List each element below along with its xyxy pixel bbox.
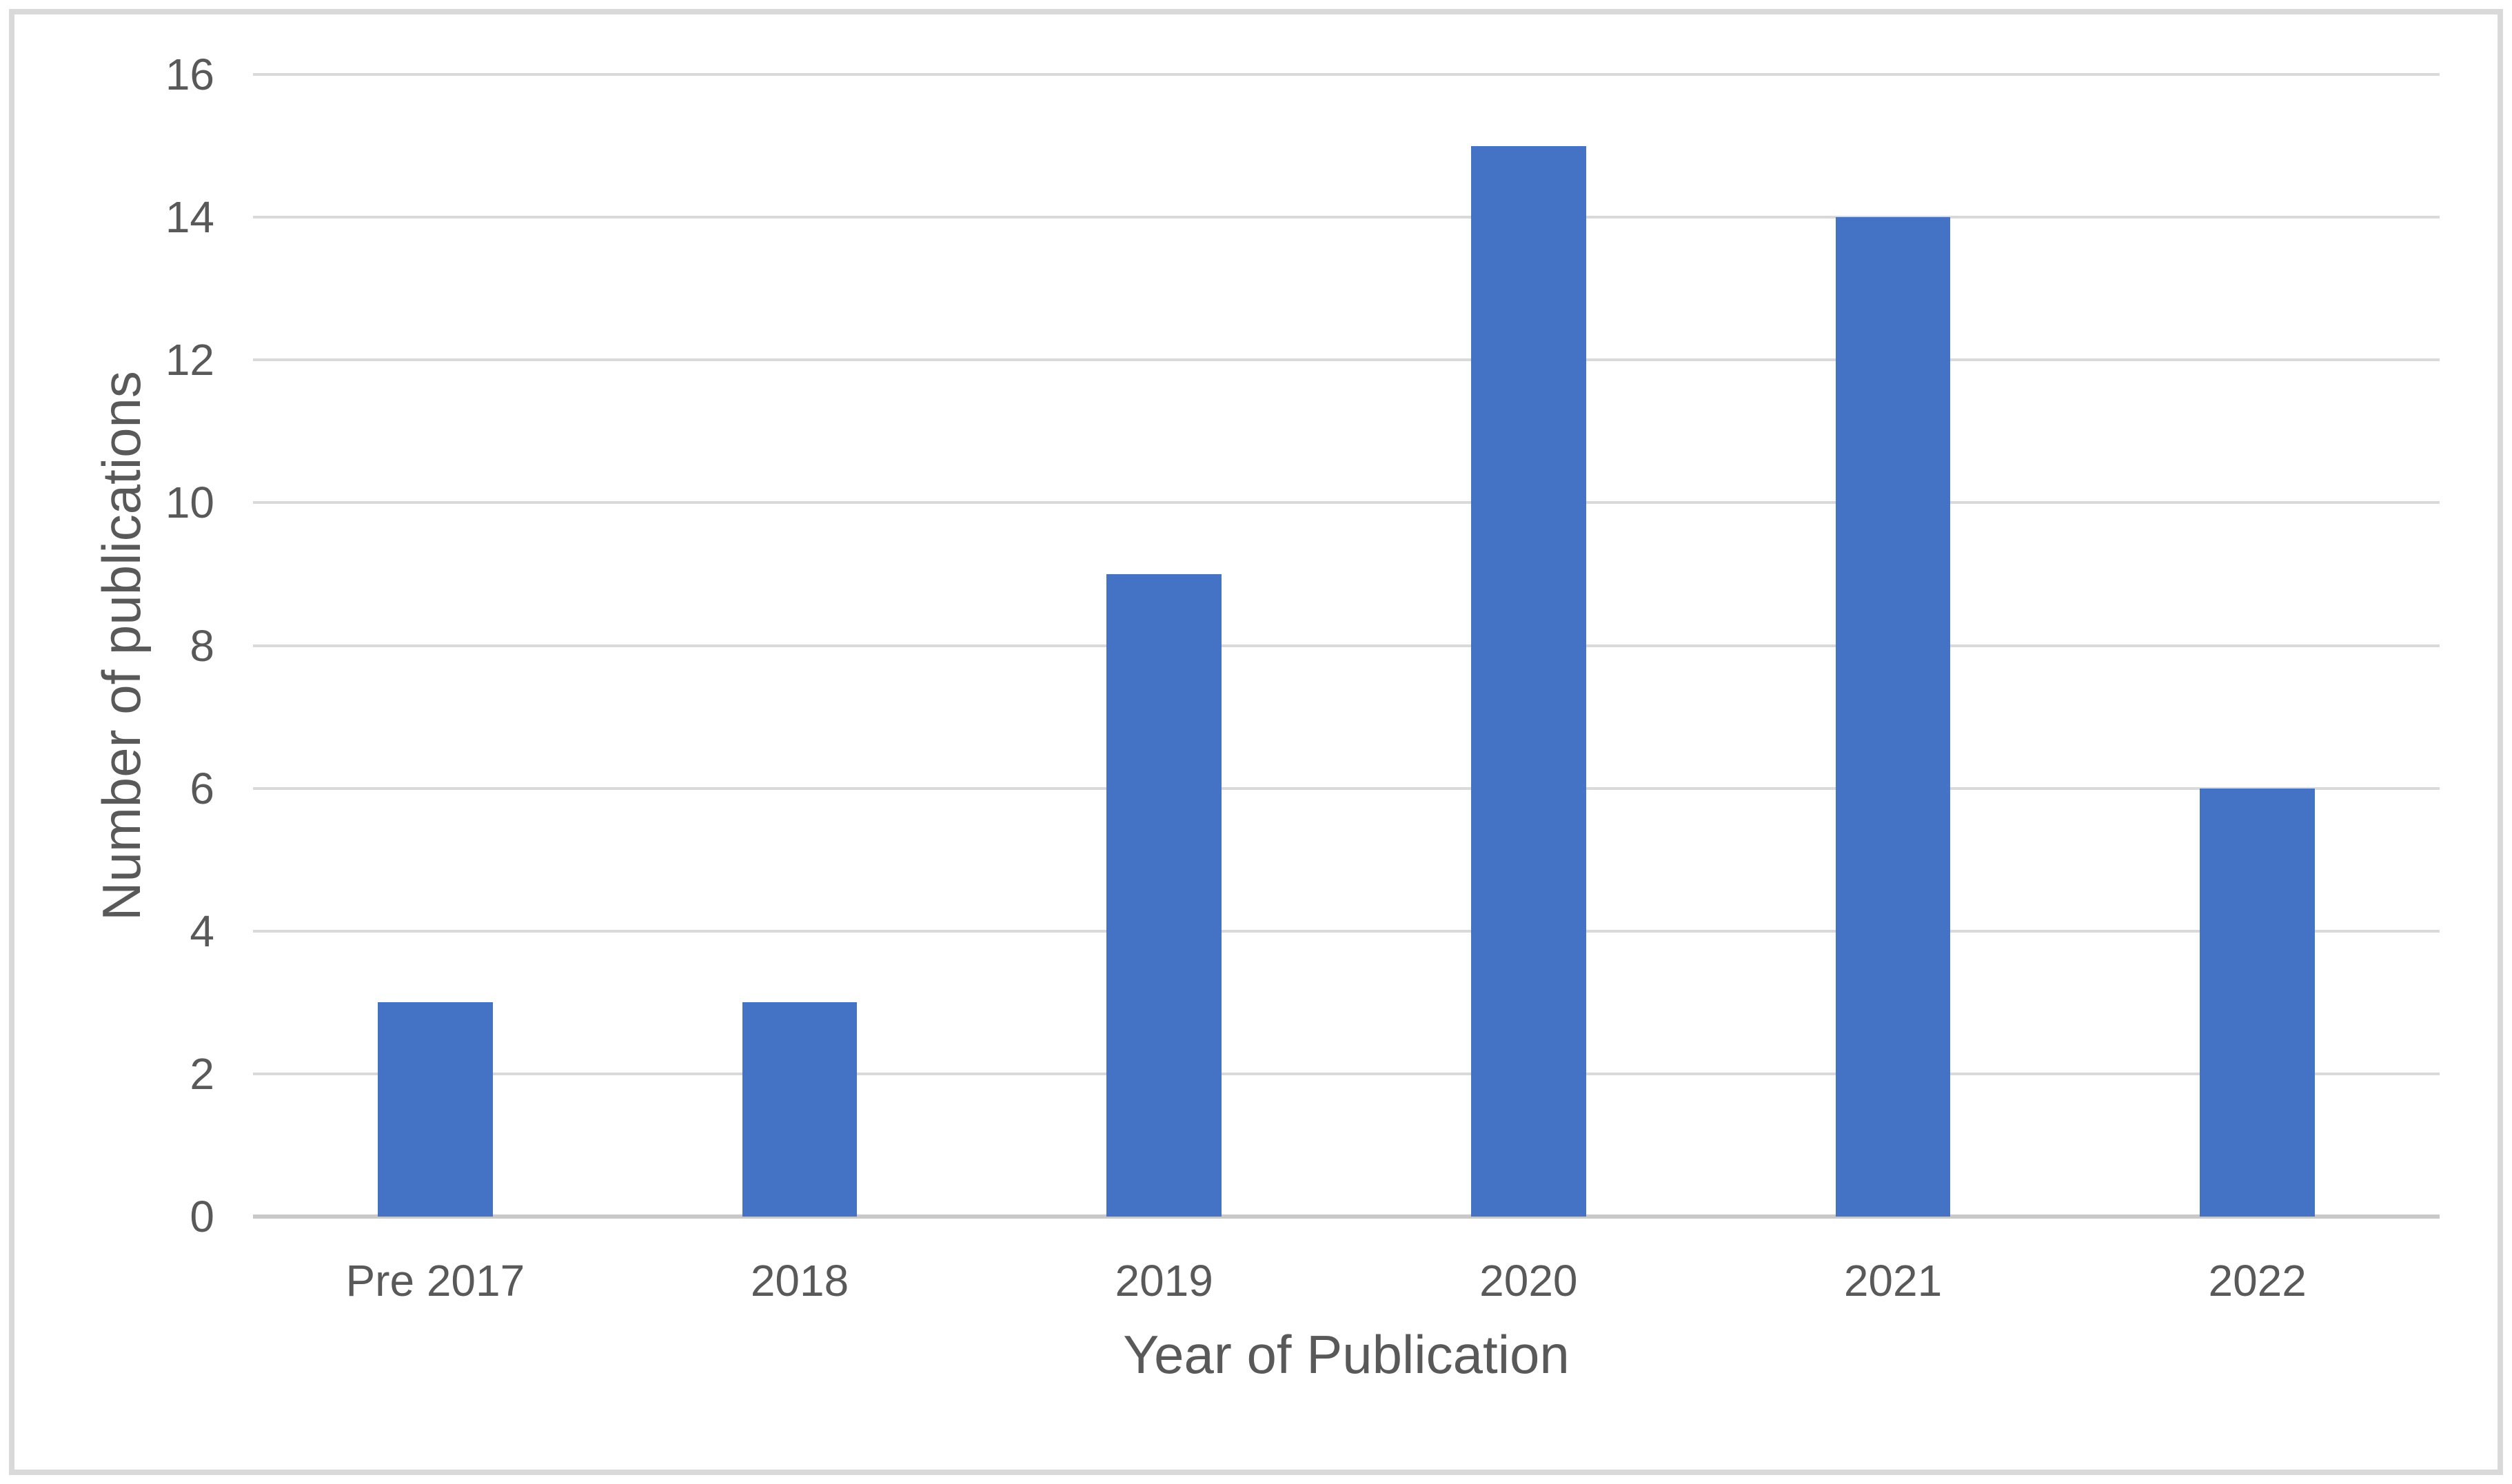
x-category-label: Pre 2017 [345, 1256, 525, 1305]
y-tick-label: 8 [190, 620, 214, 671]
gridline [253, 929, 2440, 933]
y-axis-title-box: Number of publications [70, 74, 173, 1217]
x-axis-title: Year of Publication [1123, 1324, 1570, 1385]
bar-2018 [742, 1002, 858, 1217]
y-tick-label: 12 [165, 335, 214, 385]
y-axis-title: Number of publications [91, 370, 152, 921]
y-tick-label: 2 [190, 1048, 214, 1099]
y-tick-label: 0 [190, 1192, 214, 1241]
gridline [253, 786, 2440, 790]
x-category-label: 2018 [750, 1256, 849, 1305]
plot-area [253, 73, 2440, 1219]
bar-2019 [1106, 573, 1222, 1217]
gridline [253, 1072, 2440, 1075]
gridline [253, 501, 2440, 505]
y-tick-label: 6 [190, 763, 214, 813]
gridline [253, 358, 2440, 362]
gridline [253, 216, 2440, 219]
gridline [253, 644, 2440, 647]
bar-pre-2017 [378, 1002, 493, 1217]
y-tick-label: 16 [165, 50, 214, 99]
bar-2021 [1835, 217, 1951, 1217]
x-category-label: 2021 [1843, 1256, 1943, 1305]
x-category-label: 2019 [1115, 1256, 1213, 1305]
chart-figure: 0 2 4 6 8 10 12 14 16 Pre 2017 2018 2019 2020 2021 20… [9, 9, 2503, 1475]
gridline [253, 73, 2440, 76]
bar-2020 [1471, 145, 1586, 1217]
x-category-label: 2020 [1479, 1256, 1578, 1305]
x-category-label: 2022 [2208, 1256, 2307, 1305]
y-tick-label: 10 [165, 478, 214, 528]
y-tick-label: 14 [165, 192, 214, 243]
x-axis-line [253, 1214, 2440, 1219]
bar-2022 [2200, 788, 2315, 1217]
y-tick-label: 4 [190, 906, 214, 956]
